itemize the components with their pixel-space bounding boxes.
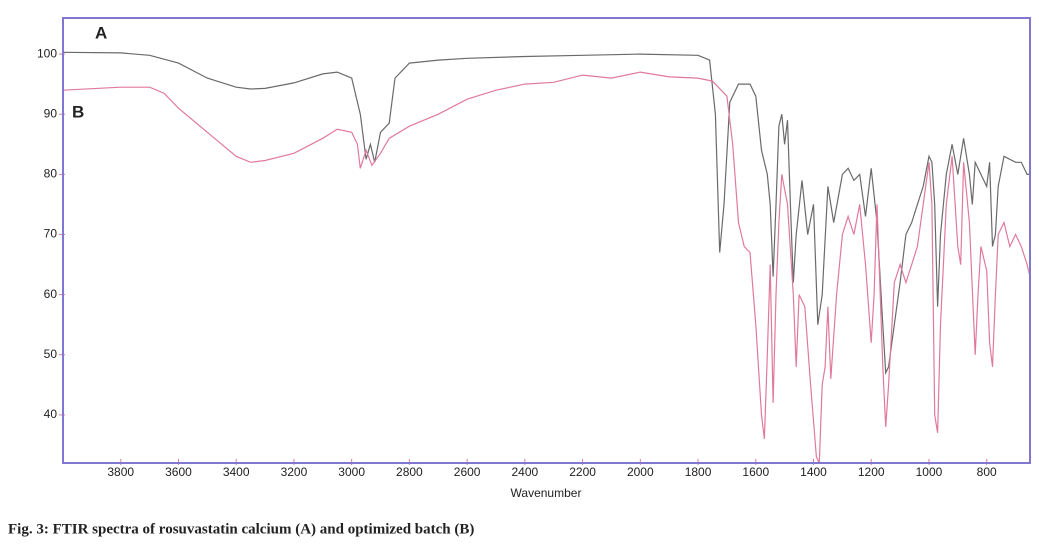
y-tick-label: 70	[44, 227, 58, 241]
x-axis-label: Wavenumber	[511, 486, 582, 500]
caption: Fig. 3: FTIR spectra of rosuvastatin cal…	[8, 521, 474, 537]
plot-frame	[62, 17, 1031, 464]
x-tick-label: 1000	[916, 465, 943, 479]
x-tick-label: 1800	[685, 465, 712, 479]
x-tick-label: 800	[977, 465, 997, 479]
y-tick-label: 50	[44, 347, 58, 361]
x-tick-label: 1600	[742, 465, 769, 479]
x-tick-label: 3800	[107, 465, 134, 479]
y-tick-label: 80	[44, 167, 58, 181]
x-tick-label: 2600	[454, 465, 481, 479]
y-tick-label: 40	[44, 407, 58, 421]
annotation: A	[95, 23, 107, 42]
y-tick-label: 100	[37, 46, 57, 60]
x-tick-label: 3400	[223, 465, 250, 479]
x-tick-label: 3600	[165, 465, 192, 479]
x-tick-label: 2000	[627, 465, 654, 479]
x-tick-label: 2800	[396, 465, 423, 479]
y-tick-label: 90	[44, 106, 58, 120]
x-tick-label: 1200	[858, 465, 885, 479]
x-tick-label: 3000	[338, 465, 365, 479]
x-tick-label: 3200	[281, 465, 308, 479]
x-tick-label: 2400	[511, 465, 538, 479]
y-tick-label: 60	[44, 287, 58, 301]
spectrum-line	[62, 71, 1031, 464]
x-tick-label: 2200	[569, 465, 596, 479]
spectrum-line	[62, 51, 1030, 376]
x-tick-label: 1400	[800, 465, 827, 479]
annotation: B	[72, 102, 84, 121]
